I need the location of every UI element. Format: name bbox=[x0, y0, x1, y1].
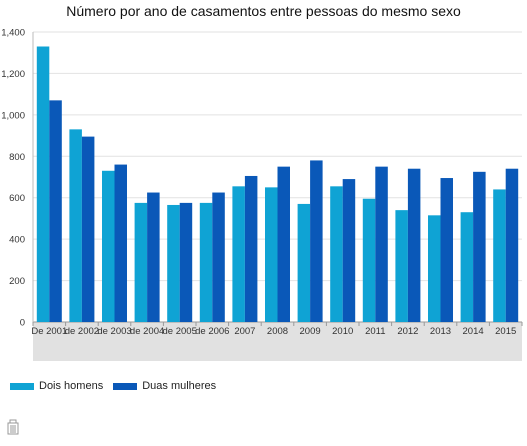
x-tick-label: 2012 bbox=[397, 326, 418, 337]
bar-duas-mulheres bbox=[473, 171, 486, 322]
bar-dois-homens bbox=[428, 215, 441, 322]
x-tick-label: 2011 bbox=[365, 326, 385, 337]
bar-duas-mulheres bbox=[212, 192, 225, 322]
bar-dois-homens bbox=[134, 202, 148, 322]
y-tick-label: 1,200 bbox=[1, 69, 25, 80]
x-tick-label: 2009 bbox=[300, 326, 321, 337]
chart-title: Número por ano de casamentos entre pesso… bbox=[66, 3, 461, 19]
bar-duas-mulheres bbox=[244, 175, 258, 322]
legend: Dois homens Duas mulheres bbox=[10, 380, 216, 392]
x-tick-label: de 2003 bbox=[97, 326, 131, 337]
bar-duas-mulheres bbox=[179, 202, 193, 322]
y-tick-label: 400 bbox=[9, 235, 25, 246]
x-axis-band bbox=[33, 322, 522, 361]
x-tick-label: de 2006 bbox=[195, 326, 229, 337]
x-tick-label: 2008 bbox=[267, 326, 288, 337]
bar-dois-homens bbox=[297, 203, 311, 322]
legend-label-dois-homens: Dois homens bbox=[39, 380, 104, 392]
bar-dois-homens bbox=[330, 186, 343, 322]
y-tick-label: 600 bbox=[9, 193, 25, 204]
bar-dois-homens bbox=[362, 198, 376, 322]
x-tick-label: de 2005 bbox=[163, 326, 197, 337]
bar-dois-homens bbox=[69, 129, 82, 322]
bar-dois-homens bbox=[395, 210, 408, 322]
bar-dois-homens bbox=[102, 170, 115, 322]
bar-dois-homens bbox=[36, 46, 50, 322]
bar-duas-mulheres bbox=[147, 192, 160, 322]
x-tick-label: 2007 bbox=[234, 326, 255, 337]
bar-duas-mulheres bbox=[505, 168, 519, 322]
bar-duas-mulheres bbox=[49, 100, 62, 322]
x-tick-label: de 2002 bbox=[65, 326, 99, 337]
bar-duas-mulheres bbox=[342, 179, 356, 322]
bar-duas-mulheres bbox=[407, 168, 421, 322]
y-tick-label: 1,000 bbox=[1, 110, 25, 121]
bar-duas-mulheres bbox=[277, 166, 290, 322]
x-tick-label: 2014 bbox=[463, 326, 484, 337]
bar-dois-homens bbox=[265, 187, 278, 322]
bar-dois-homens bbox=[199, 202, 213, 322]
export-icon[interactable] bbox=[6, 417, 20, 440]
bar-duas-mulheres bbox=[440, 178, 453, 322]
y-tick-label: 0 bbox=[20, 318, 25, 329]
bar-duas-mulheres bbox=[114, 164, 127, 322]
bar-dois-homens bbox=[167, 204, 180, 322]
x-tick-label: de 2004 bbox=[130, 326, 164, 337]
legend-label-duas-mulheres: Duas mulheres bbox=[142, 380, 217, 392]
y-tick-label: 800 bbox=[9, 152, 25, 163]
y-tick-label: 200 bbox=[9, 276, 25, 287]
legend-swatch-dois-homens bbox=[10, 382, 34, 390]
x-tick-label: 2015 bbox=[495, 326, 516, 337]
bar-duas-mulheres bbox=[375, 166, 388, 322]
x-tick-label: De 2001 bbox=[31, 326, 67, 337]
bar-duas-mulheres bbox=[310, 160, 323, 322]
y-tick-label: 1,400 bbox=[1, 28, 25, 39]
legend-item-duas-mulheres[interactable]: Duas mulheres bbox=[113, 380, 216, 392]
x-tick-label: 2010 bbox=[332, 326, 353, 337]
bar-dois-homens bbox=[232, 186, 245, 322]
x-tick-label: 2013 bbox=[430, 326, 451, 337]
bar-dois-homens bbox=[493, 189, 506, 322]
bar-duas-mulheres bbox=[81, 136, 95, 322]
bar-dois-homens bbox=[460, 212, 474, 322]
legend-item-dois-homens[interactable]: Dois homens bbox=[10, 380, 103, 392]
legend-swatch-duas-mulheres bbox=[113, 382, 138, 390]
